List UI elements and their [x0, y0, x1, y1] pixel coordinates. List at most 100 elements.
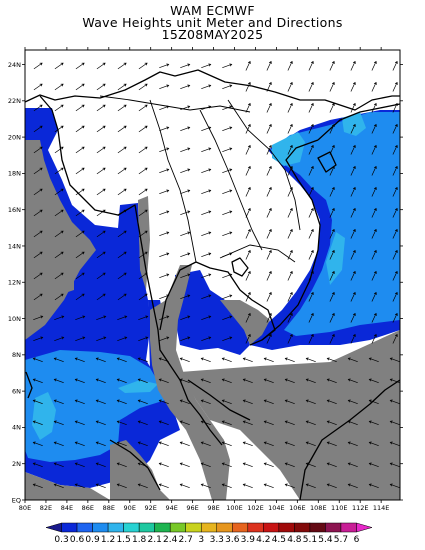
- wave-direction-arrow: [392, 186, 398, 197]
- wave-direction-arrow: [200, 441, 211, 447]
- wave-direction-arrow: [138, 315, 149, 321]
- wave-direction-arrow: [242, 483, 253, 489]
- wave-direction-arrow: [138, 272, 148, 280]
- wave-direction-arrow: [245, 207, 251, 218]
- wave-direction-arrow: [326, 399, 337, 405]
- wave-direction-arrow: [308, 312, 314, 323]
- wave-direction-arrow: [138, 293, 148, 301]
- wave-direction-arrow: [96, 336, 107, 342]
- wave-direction-arrow: [245, 186, 251, 197]
- wave-direction-arrow: [179, 462, 190, 468]
- wave-direction-arrow: [96, 209, 106, 217]
- wave-direction-arrow: [117, 315, 128, 321]
- wave-direction-arrow: [308, 249, 314, 260]
- wave-direction-arrow: [266, 207, 272, 218]
- wave-direction-arrow: [222, 105, 233, 111]
- wave-direction-arrow: [201, 84, 212, 90]
- wave-direction-arrow: [33, 293, 43, 301]
- wave-direction-arrow: [180, 147, 191, 153]
- wave-direction-arrow: [180, 189, 191, 195]
- wave-direction-arrow: [32, 462, 43, 468]
- wave-direction-arrow: [263, 462, 274, 468]
- wave-direction-arrow: [138, 230, 148, 238]
- lon-label: 102E: [247, 504, 264, 512]
- wave-direction-arrow: [347, 378, 358, 384]
- wave-direction-arrow: [138, 146, 148, 154]
- wave-direction-arrow: [371, 291, 377, 302]
- wave-field-east: [175, 110, 400, 355]
- wave-direction-arrow: [201, 105, 212, 111]
- wave-direction-arrow: [221, 357, 232, 363]
- wave-direction-arrow: [137, 462, 148, 468]
- wave-direction-arrow: [326, 483, 337, 489]
- wave-direction-arrow: [222, 63, 233, 69]
- wave-direction-arrow: [180, 231, 191, 237]
- colorbar-label: 3.9: [241, 535, 256, 545]
- wave-direction-arrow: [179, 399, 190, 405]
- wave-direction-arrow: [179, 483, 190, 489]
- colorbar-swatch: [92, 522, 109, 533]
- wave-area-south-indian-high: [32, 392, 56, 440]
- wave-direction-arrow: [347, 420, 358, 426]
- wave-direction-arrow: [287, 123, 293, 134]
- wave-direction-arrow: [287, 291, 293, 302]
- wave-direction-arrow: [180, 336, 191, 342]
- wave-direction-arrow: [221, 441, 232, 447]
- lon-label: 88E: [103, 504, 115, 512]
- colorbar-label: 5.1: [303, 535, 317, 545]
- direction-arrows: [32, 60, 400, 489]
- wave-direction-arrow: [392, 228, 398, 239]
- wave-direction-arrow: [33, 146, 43, 154]
- lat-label: 12N: [8, 279, 21, 287]
- colorbar-swatch: [185, 522, 202, 533]
- wave-direction-arrow: [159, 105, 170, 111]
- wave-direction-arrow: [96, 188, 106, 196]
- wave-direction-arrow: [284, 462, 295, 468]
- wave-direction-arrow: [368, 399, 379, 405]
- lon-label: 96E: [186, 504, 198, 512]
- wave-direction-arrow: [116, 462, 127, 468]
- wave-direction-arrow: [95, 462, 106, 468]
- wave-direction-arrow: [392, 144, 398, 155]
- wave-direction-arrow: [158, 441, 169, 447]
- wave-direction-arrow: [245, 333, 251, 344]
- lon-label: 112E: [352, 504, 369, 512]
- wave-direction-arrow: [138, 83, 148, 91]
- wave-direction-arrow: [179, 420, 190, 426]
- wave-direction-arrow: [308, 333, 314, 344]
- wave-direction-arrow: [53, 357, 64, 363]
- wave-direction-arrow: [117, 62, 127, 70]
- wave-direction-arrow: [180, 294, 191, 300]
- wave-direction-arrow: [287, 165, 293, 176]
- wave-direction-arrow: [392, 102, 398, 113]
- title-line-3: 15Z08MAY2025: [161, 27, 264, 42]
- wave-direction-arrow: [137, 357, 148, 363]
- land-andaman-islands: [68, 256, 74, 292]
- wave-direction-arrow: [287, 228, 293, 239]
- colorbar-label: 1.8: [132, 535, 147, 545]
- wave-direction-arrow: [347, 399, 358, 405]
- wave-direction-arrow: [350, 333, 356, 344]
- lon-label: 98E: [207, 504, 219, 512]
- wave-direction-arrow: [329, 270, 335, 281]
- colorbar-label: 4.2: [256, 535, 270, 545]
- wave-direction-arrow: [326, 420, 337, 426]
- wave-direction-arrow: [137, 378, 148, 384]
- wave-direction-arrow: [33, 251, 43, 259]
- wave-direction-arrow: [222, 126, 233, 132]
- wave-direction-arrow: [74, 420, 85, 426]
- wave-direction-arrow: [159, 63, 170, 69]
- wave-direction-arrow: [266, 123, 272, 134]
- wave-direction-arrow: [329, 81, 335, 92]
- wave-direction-arrow: [138, 188, 148, 196]
- wave-direction-arrow: [368, 420, 379, 426]
- wave-direction-arrow: [371, 228, 377, 239]
- wave-direction-arrow: [137, 441, 148, 447]
- colorbar-swatch: [154, 522, 171, 533]
- wave-direction-arrow: [201, 126, 212, 132]
- wave-direction-arrow: [180, 126, 191, 132]
- wave-direction-arrow: [371, 249, 377, 260]
- lon-label: 84E: [61, 504, 73, 512]
- wave-direction-arrow: [242, 420, 253, 426]
- wave-direction-arrow: [329, 60, 335, 71]
